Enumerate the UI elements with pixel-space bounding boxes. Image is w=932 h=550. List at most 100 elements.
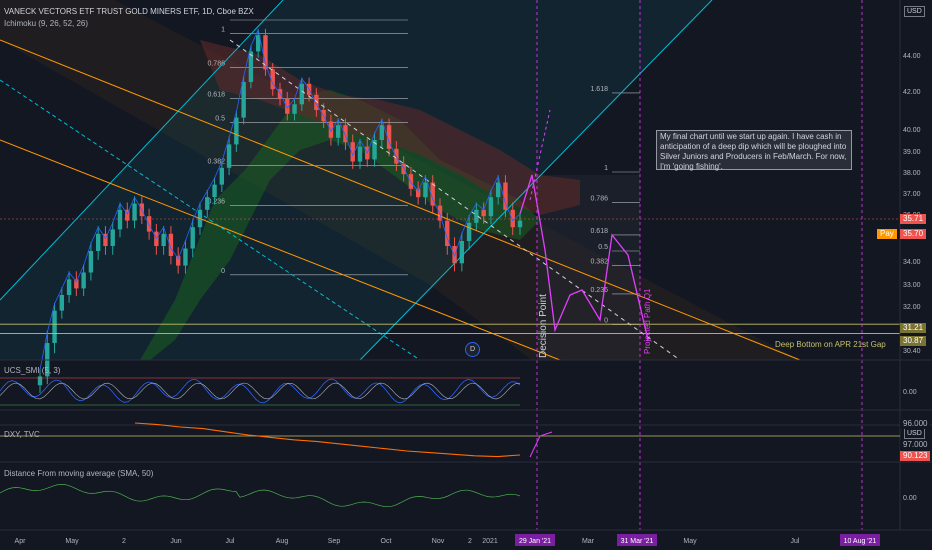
candle-body bbox=[474, 209, 479, 223]
currency-label[interactable]: USD bbox=[904, 6, 925, 17]
decision-point-label: Decision Point bbox=[538, 294, 549, 358]
ichimoku-label: Ichimoku (9, 26, 52, 26) bbox=[4, 19, 89, 28]
blue-channel-lower bbox=[359, 0, 713, 361]
time-axis-tick: Aug bbox=[276, 538, 289, 545]
candle-body bbox=[117, 209, 123, 230]
fib-level-label: 1 bbox=[221, 26, 225, 33]
dividend-badge[interactable]: D bbox=[465, 342, 480, 357]
candle-body bbox=[495, 182, 501, 198]
fib-level-label: 0.786 bbox=[207, 61, 225, 68]
candle-body bbox=[37, 376, 43, 386]
smi-signal-line bbox=[0, 382, 521, 400]
dxy-pane-label: DXY, TVC bbox=[4, 430, 40, 439]
price-tag-level-mid: 31.21 bbox=[900, 323, 927, 333]
candle-body bbox=[488, 197, 494, 217]
note-callout: My final chart until we start up again. … bbox=[656, 130, 852, 171]
time-axis-tick: Sep bbox=[328, 538, 341, 545]
candle-body bbox=[226, 144, 232, 168]
time-axis-tick: Oct bbox=[381, 538, 392, 545]
candle-body bbox=[386, 125, 392, 149]
candle-body bbox=[132, 203, 137, 221]
candle-body bbox=[59, 295, 65, 311]
candle-body bbox=[415, 188, 421, 198]
candle-body bbox=[125, 209, 130, 221]
fib-ext-label: 0 bbox=[604, 317, 608, 324]
time-axis-tick: Mar bbox=[582, 538, 595, 545]
price-axis-tick: 34.00 bbox=[903, 259, 921, 266]
dma-line bbox=[0, 483, 521, 508]
candle-body bbox=[95, 233, 101, 251]
ichimoku-cloud-green bbox=[140, 90, 540, 360]
time-axis-tick: Jun bbox=[170, 538, 181, 545]
fib-level-label: 0.618 bbox=[207, 92, 225, 99]
price-axis-tick: 30.40 bbox=[903, 348, 921, 355]
candle-body bbox=[81, 272, 86, 289]
candle-body bbox=[510, 209, 515, 228]
candle-body bbox=[452, 246, 457, 264]
dxy-line bbox=[134, 422, 521, 458]
candle-body bbox=[430, 182, 435, 206]
candle-body bbox=[379, 125, 385, 140]
price-axis-tick: 38.00 bbox=[903, 170, 921, 177]
time-axis-tick: Jul bbox=[791, 538, 800, 545]
chart-title: VANECK VECTORS ETF TRUST GOLD MINERS ETF… bbox=[4, 7, 254, 16]
candle-body bbox=[459, 241, 465, 264]
candle-body bbox=[270, 69, 275, 90]
candle-body bbox=[372, 140, 377, 160]
deep-bottom-label: Deep Bottom on APR 21st Gap bbox=[775, 340, 886, 349]
fib-level-label: 0.382 bbox=[207, 159, 225, 166]
candle-body bbox=[175, 256, 181, 266]
fib-ext-label: 0.5 bbox=[598, 244, 608, 251]
dxy-tag-top: 96.000 bbox=[900, 419, 931, 429]
price-axis-tick: 32.00 bbox=[903, 304, 921, 311]
candle-body bbox=[408, 174, 414, 189]
blue-channel-mid bbox=[0, 79, 421, 361]
candle-body bbox=[88, 251, 94, 273]
candle-body bbox=[219, 167, 225, 185]
candle-body bbox=[517, 220, 523, 228]
candle-body bbox=[183, 248, 188, 266]
fib-ext-label: 0.382 bbox=[590, 259, 608, 266]
candle-body bbox=[357, 146, 363, 162]
candle-body bbox=[343, 125, 348, 143]
smi-axis-tick: 0.00 bbox=[903, 389, 917, 396]
price-axis-tick: 39.00 bbox=[903, 149, 921, 156]
candle-body bbox=[394, 148, 399, 164]
price-axis-tick: 33.00 bbox=[903, 282, 921, 289]
dxy-projection-arrow bbox=[529, 431, 553, 458]
candle-body bbox=[263, 35, 268, 70]
candle-body bbox=[466, 222, 472, 241]
candle-body bbox=[241, 82, 246, 118]
dxy-currency-label[interactable]: USD bbox=[904, 428, 925, 439]
candle-body bbox=[503, 182, 508, 210]
projected-path-label: Projected Path Q1 bbox=[643, 288, 652, 354]
orange-channel-upper bbox=[0, 39, 801, 361]
price-axis-tick: 37.00 bbox=[903, 191, 921, 198]
candle-body bbox=[255, 35, 261, 52]
fib-ext-label: 1.618 bbox=[590, 86, 608, 93]
dxy-tag-a: 90.123 bbox=[900, 451, 931, 461]
fib-level-label: 0 bbox=[221, 268, 225, 275]
smi-line bbox=[0, 378, 521, 404]
date-marker-tag bbox=[617, 534, 657, 546]
candle-body bbox=[52, 310, 57, 343]
time-axis-tick: Nov bbox=[432, 538, 445, 545]
fib-ext-label: 0.236 bbox=[590, 287, 608, 294]
fib-ext-label: 0.786 bbox=[590, 195, 608, 202]
candle-body bbox=[146, 216, 152, 232]
dma-pane-label: Distance From moving average (SMA, 50) bbox=[4, 469, 154, 478]
candle-body bbox=[234, 117, 239, 145]
candle-body bbox=[277, 89, 283, 99]
candle-body bbox=[350, 142, 355, 162]
tenkan-line bbox=[39, 28, 521, 370]
price-tag-level-low: 30.87 bbox=[900, 336, 927, 346]
candle-body bbox=[161, 233, 166, 246]
orange-channel-lower bbox=[0, 139, 561, 361]
time-axis-tick: Apr bbox=[15, 538, 27, 545]
candle-body bbox=[292, 104, 297, 114]
candle-body bbox=[66, 279, 72, 295]
candle-body bbox=[401, 163, 406, 175]
time-axis-tick: May bbox=[683, 538, 697, 545]
candle-body bbox=[110, 229, 115, 246]
